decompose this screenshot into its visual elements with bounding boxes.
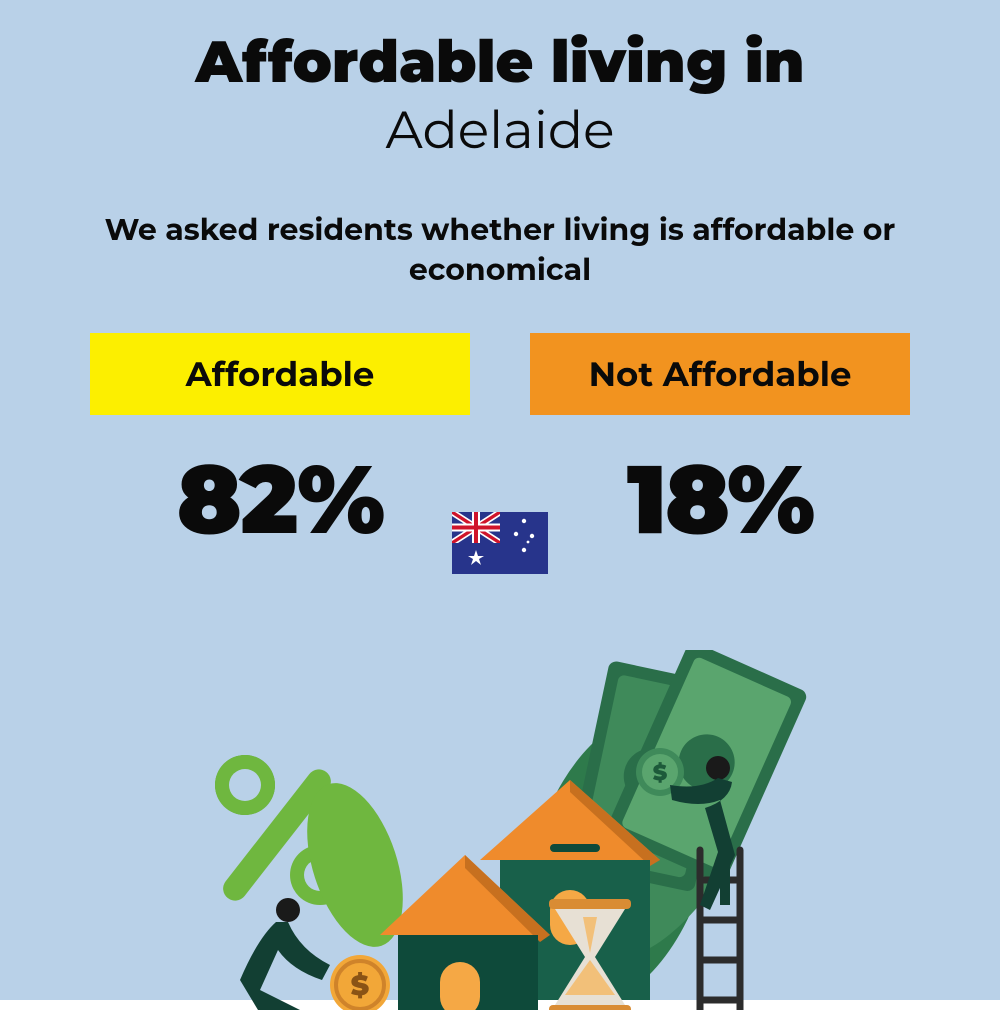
headline: Affordable living in <box>0 0 1000 93</box>
svg-text:$: $ <box>653 759 668 786</box>
infographic-canvas: Affordable living in Adelaide We asked r… <box>0 0 1000 1000</box>
city-name: Adelaide <box>0 99 1000 162</box>
percent-affordable: 82% <box>90 441 470 558</box>
badge-affordable: Affordable <box>90 333 470 415</box>
percent-not-affordable: 18% <box>530 441 910 558</box>
housing-money-illustration-icon: $ $ <box>0 650 1000 1010</box>
option-not-affordable: Not Affordable 18% <box>530 333 910 558</box>
badge-not-affordable: Not Affordable <box>530 333 910 415</box>
survey-description: We asked residents whether living is aff… <box>100 210 900 291</box>
svg-text:$: $ <box>351 969 370 1003</box>
australia-flag-icon <box>452 512 548 574</box>
option-affordable: Affordable 82% <box>90 333 470 558</box>
